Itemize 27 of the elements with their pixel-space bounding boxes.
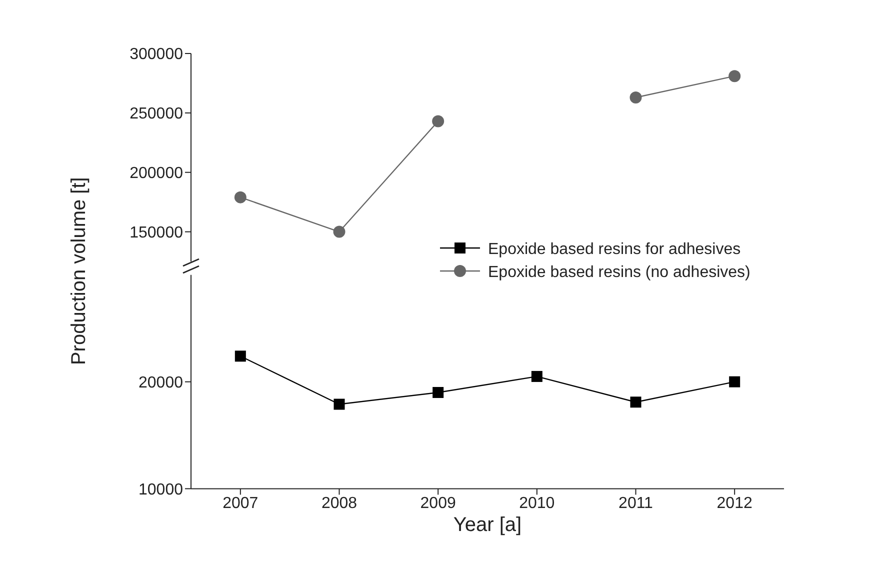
point bbox=[333, 226, 346, 238]
x-tick-label: 2007 bbox=[222, 495, 258, 512]
x-tick-label: 2010 bbox=[519, 495, 555, 512]
x-tick-label: 2008 bbox=[321, 495, 358, 512]
point bbox=[234, 191, 246, 204]
y-tick-label: 250000 bbox=[130, 106, 184, 123]
x-tick-label: 2011 bbox=[618, 495, 654, 512]
point bbox=[234, 350, 246, 362]
x-axis-title: Year [a] bbox=[453, 514, 522, 536]
point bbox=[728, 70, 741, 82]
point bbox=[630, 91, 642, 104]
point bbox=[432, 115, 444, 128]
point bbox=[729, 376, 740, 388]
point bbox=[334, 398, 345, 410]
y-tick-label: 20000 bbox=[138, 374, 184, 392]
x-tick-label: 2012 bbox=[716, 495, 752, 512]
y-tick-label: 150000 bbox=[130, 224, 184, 242]
point bbox=[630, 396, 642, 408]
point bbox=[531, 370, 542, 382]
y-tick-label: 10000 bbox=[138, 481, 184, 498]
y-tick-label: 200000 bbox=[130, 165, 184, 182]
y-axis-title: Production volume [t] bbox=[68, 177, 90, 366]
legend-label: Epoxide based resins for adhesives bbox=[488, 241, 741, 258]
point bbox=[432, 386, 444, 398]
legend-label: Epoxide based resins (no adhesives) bbox=[488, 264, 750, 281]
x-tick-label: 2009 bbox=[420, 495, 456, 512]
y-tick-label: 300000 bbox=[130, 46, 184, 64]
